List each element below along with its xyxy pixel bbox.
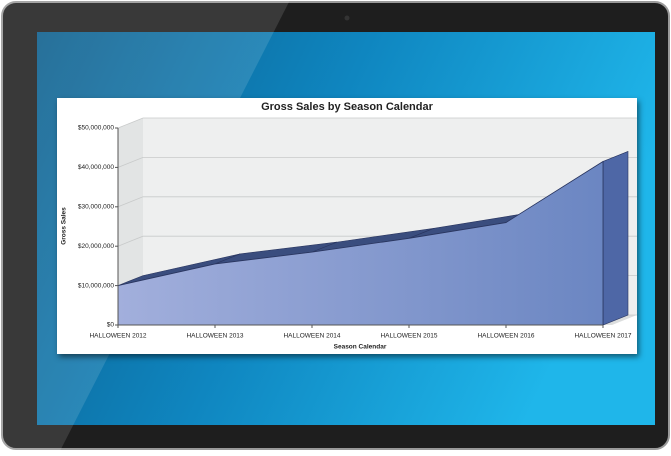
y-tick-label: $40,000,000 <box>78 164 115 171</box>
y-axis-label: Gross Sales <box>61 207 68 245</box>
y-tick-label: $50,000,000 <box>78 125 115 132</box>
x-tick-label: HALLOWEEN 2013 <box>186 333 243 340</box>
chart-title: Gross Sales by Season Calendar <box>261 101 434 113</box>
y-tick-label: $20,000,000 <box>78 243 115 250</box>
camera <box>344 15 350 21</box>
plot <box>117 151 629 326</box>
y-tick-label: $0 <box>107 322 115 329</box>
grid-line <box>117 156 637 168</box>
y-tick-label: $10,000,000 <box>78 282 115 289</box>
grid-line <box>117 117 637 129</box>
x-tick-label: HALLOWEEN 2014 <box>283 333 340 340</box>
grid-line <box>117 196 637 208</box>
left-wall <box>118 118 143 325</box>
x-tick-label: HALLOWEEN 2012 <box>89 333 146 340</box>
y-tick-label: $30,000,000 <box>78 204 115 211</box>
x-tick-label: HALLOWEEN 2017 <box>574 333 631 340</box>
x-tick-label: HALLOWEEN 2015 <box>380 333 437 340</box>
x-tick-label: HALLOWEEN 2016 <box>477 333 534 340</box>
area-side <box>602 151 629 326</box>
x-axis-label: Season Calendar <box>334 344 387 351</box>
